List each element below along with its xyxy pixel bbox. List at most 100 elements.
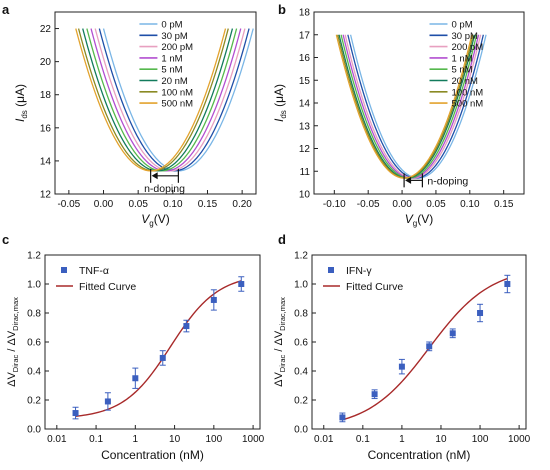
x-tick-label-c: 0.01: [47, 434, 67, 445]
y-tick-label-b: 12: [299, 144, 311, 155]
plot-frame-d: [311, 254, 527, 430]
y-tick-label-c: 0.4: [27, 367, 41, 378]
panel-label-a: a: [2, 2, 10, 17]
legend-label-a-5: 20 nM: [161, 76, 187, 87]
x-tick-label-b: 0.00: [392, 199, 412, 210]
y-tick-label-a: 16: [40, 123, 52, 134]
y-axis-label-c: ΔVDirac / ΔVDirac,max: [6, 297, 20, 387]
data-point-c: [72, 410, 79, 417]
arrow-head-b: [405, 176, 412, 184]
data-point-c: [104, 398, 111, 405]
x-tick-label-a: 0.20: [232, 199, 252, 210]
annotation-n-doping-a: n-doping: [144, 183, 185, 195]
x-axis-label-b: Vg(V): [405, 212, 433, 228]
legend-label-b-0: 0 pM: [452, 20, 473, 31]
y-tick-label-d: 0.6: [294, 338, 308, 349]
x-tick-label-c: 10: [169, 434, 181, 445]
x-tick-label-b: -0.05: [357, 199, 380, 210]
y-tick-label-b: 14: [299, 99, 311, 110]
x-tick-label-a: 0.05: [128, 199, 148, 210]
y-tick-label-c: 0.8: [27, 309, 41, 320]
data-point-c: [159, 354, 166, 361]
y-tick-label-d: 1.0: [294, 280, 308, 291]
data-point-c: [183, 323, 190, 330]
panel-b: b -0.10 -0.05 0.00 0.05 0.10 0.15 10 11 12 13 14 15…: [272, 2, 525, 228]
plot-frame-a: [54, 11, 257, 195]
x-tick-label-d: 1: [399, 434, 405, 445]
legend-label-a-0: 0 pM: [161, 20, 182, 31]
panel-c: c 0.01 0.1 1 10 100 1000 0.0 0.2 0.4 0.6 0.8 1.0 1.2…: [2, 232, 265, 462]
y-tick-label-a: 18: [40, 90, 52, 101]
data-point-d: [371, 391, 378, 398]
y-tick-label-c: 1.2: [27, 251, 41, 262]
y-tick-label-b: 17: [299, 30, 311, 41]
legend-label-a-4: 5 nM: [161, 65, 182, 76]
x-tick-label-c: 1000: [242, 434, 265, 445]
x-axis-label-a: Vg(V): [141, 212, 169, 228]
y-tick-label-a: 22: [40, 24, 52, 35]
data-point-d: [504, 281, 511, 287]
legend-label-a-6: 100 nM: [161, 87, 193, 98]
legend-label-b-1: 30 pM: [452, 31, 478, 42]
x-tick-label-c: 100: [205, 434, 222, 445]
x-tick-label-a: 0.00: [94, 199, 114, 210]
x-tick-label-a: 0.15: [198, 199, 218, 210]
legend-label-d: IFN-γ: [346, 265, 372, 277]
arrow-head-a: [151, 172, 158, 180]
data-point-c: [210, 296, 217, 303]
annotation-n-doping-b: n-doping: [427, 175, 468, 187]
y-tick-label-d: 0.2: [294, 396, 308, 407]
data-point-d: [398, 363, 405, 370]
x-tick-label-b: -0.10: [323, 199, 346, 210]
x-tick-label-d: 10: [435, 434, 447, 445]
plot-frame-b: [313, 11, 525, 195]
panel-a: a -0.05 0.00 0.05 0.10 0.15 0.20 12 14 16 18 20 22 0…: [2, 2, 257, 228]
data-point-d: [477, 310, 484, 316]
x-axis-label-c: Concentration (nM): [101, 448, 204, 462]
fitted-curve-d: [342, 277, 508, 421]
y-tick-label-a: 12: [40, 190, 52, 201]
panel-label-d: d: [278, 232, 286, 247]
y-tick-label-d: 0.0: [294, 425, 308, 436]
legend-label-b-7: 500 nM: [452, 99, 484, 110]
legend-marker-c: [61, 267, 67, 273]
data-point-d: [449, 330, 456, 337]
y-tick-label-b: 11: [300, 167, 311, 178]
y-tick-label-d: 1.2: [294, 251, 308, 262]
y-tick-label-d: 0.4: [294, 367, 308, 378]
y-axis-label-d: ΔVDirac / ΔVDirac,max: [273, 297, 287, 387]
data-point-c: [238, 281, 245, 287]
x-tick-label-b: 0.15: [494, 199, 514, 210]
data-point-c: [132, 375, 139, 382]
y-tick-label-b: 10: [299, 190, 311, 201]
legend-label-b-2: 200 pM: [452, 42, 484, 53]
y-axis-label-b: Ids (μA): [272, 84, 288, 122]
data-point-d: [426, 343, 433, 350]
legend-fit-label-d: Fitted Curve: [346, 281, 403, 293]
x-tick-label-c: 0.1: [89, 434, 103, 445]
legend-label-b-5: 20 nM: [452, 76, 478, 87]
legend-label-a-2: 200 pM: [161, 42, 193, 53]
data-point-d: [339, 414, 346, 421]
y-tick-label-a: 20: [40, 57, 52, 68]
y-tick-label-c: 0.0: [27, 425, 41, 436]
y-tick-label-b: 18: [299, 8, 311, 19]
panel-label-c: c: [2, 232, 9, 247]
plot-frame-c: [44, 254, 261, 430]
y-tick-label-c: 1.0: [27, 280, 41, 291]
x-tick-label-d: 0.1: [356, 434, 370, 445]
x-tick-label-d: 100: [472, 434, 489, 445]
y-tick-label-b: 16: [299, 53, 311, 64]
x-tick-label-b: 0.05: [426, 199, 446, 210]
y-tick-label-a: 14: [40, 156, 52, 167]
panel-d: d 0.01 0.1 1 10 100 1000 0.0 0.2 0.4 0.6 0.8 1.0 1.2…: [273, 232, 531, 462]
x-tick-label-a: 0.10: [163, 199, 183, 210]
x-tick-label-b: 0.10: [460, 199, 480, 210]
y-tick-label-b: 13: [299, 121, 311, 132]
y-axis-label-a: Ids (μA): [13, 84, 29, 122]
legend-label-a-7: 500 nM: [161, 99, 193, 110]
x-tick-label-d: 0.01: [314, 434, 334, 445]
x-tick-label-d: 1000: [508, 434, 531, 445]
y-tick-label-c: 0.2: [27, 396, 41, 407]
